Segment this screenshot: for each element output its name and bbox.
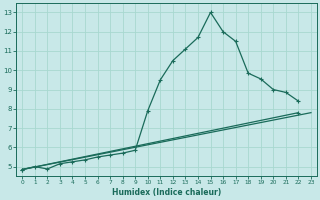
X-axis label: Humidex (Indice chaleur): Humidex (Indice chaleur) [112, 188, 221, 197]
